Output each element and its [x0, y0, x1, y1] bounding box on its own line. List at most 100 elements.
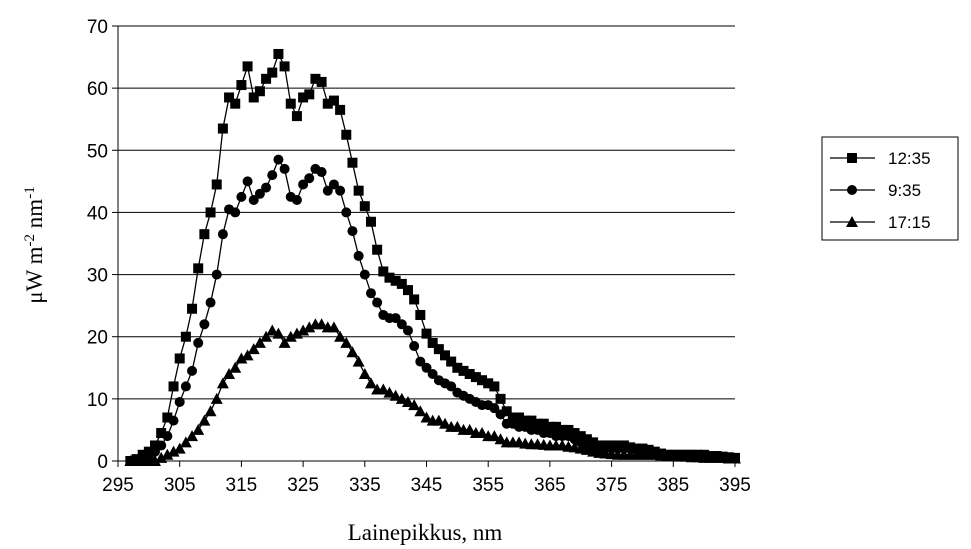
marker [358, 368, 371, 379]
marker [316, 76, 327, 87]
marker [494, 433, 507, 445]
y-label-part: nm [22, 199, 47, 234]
y-tick-label: 10 [87, 390, 108, 411]
marker [488, 430, 501, 442]
marker [192, 423, 205, 435]
marker [526, 415, 537, 426]
marker [334, 330, 347, 342]
legend-marker [847, 153, 857, 163]
marker [198, 414, 211, 426]
marker [520, 415, 531, 426]
x-tick-label: 395 [719, 475, 751, 496]
marker [279, 61, 290, 72]
marker [327, 321, 340, 333]
marker [440, 350, 451, 361]
marker [267, 67, 278, 78]
legend-label: 17:15 [888, 213, 931, 232]
marker [316, 167, 327, 178]
marker [347, 226, 358, 237]
marker [322, 98, 333, 109]
marker [168, 415, 179, 426]
marker [402, 325, 413, 336]
marker [290, 327, 303, 339]
marker [476, 427, 489, 439]
x-tick-label: 385 [657, 475, 689, 496]
marker [439, 417, 452, 429]
marker [254, 188, 265, 199]
marker [335, 185, 346, 196]
y-tick-label: 70 [87, 17, 108, 38]
marker [409, 294, 420, 305]
marker [365, 288, 376, 299]
marker [150, 446, 161, 457]
marker [507, 412, 518, 423]
marker [180, 381, 191, 392]
marker [421, 328, 432, 339]
marker [248, 195, 259, 205]
marker [489, 403, 500, 414]
marker [446, 381, 457, 392]
x-tick-label: 335 [349, 475, 381, 496]
marker [273, 154, 284, 165]
marker [575, 431, 586, 442]
marker [364, 377, 377, 389]
legend-label: 9:35 [888, 181, 921, 200]
marker [532, 418, 543, 429]
marker [346, 346, 359, 358]
marker [210, 392, 223, 404]
marker [236, 80, 247, 91]
marker [162, 412, 173, 423]
marker [247, 343, 260, 355]
marker [217, 229, 228, 240]
marker [224, 92, 235, 103]
marker [384, 272, 395, 283]
marker [230, 98, 241, 109]
marker [390, 313, 401, 324]
marker [291, 195, 302, 205]
marker [137, 449, 148, 460]
marker [304, 173, 315, 184]
marker [229, 361, 242, 373]
marker [372, 297, 383, 308]
marker [378, 266, 389, 277]
marker [353, 250, 364, 261]
y-axis-label: μW m-2 nm-1 [22, 186, 47, 303]
marker [199, 229, 210, 240]
y-tick-label: 50 [87, 141, 108, 162]
marker [236, 191, 247, 202]
marker [266, 324, 279, 336]
marker [352, 355, 365, 367]
marker [427, 369, 438, 379]
marker [464, 369, 475, 379]
marker [261, 73, 272, 84]
marker [242, 176, 253, 187]
marker [328, 179, 339, 190]
marker [180, 331, 191, 342]
marker [248, 92, 259, 103]
marker [149, 455, 162, 466]
marker [167, 445, 180, 457]
legend-marker [847, 185, 857, 195]
marker [489, 381, 500, 392]
marker [463, 423, 476, 435]
marker [260, 330, 273, 342]
marker [414, 405, 427, 417]
y-tick-label: 60 [87, 79, 108, 100]
y-label-sup: -2 [22, 234, 38, 247]
x-tick-label: 315 [226, 475, 258, 496]
marker [402, 285, 413, 296]
marker [557, 424, 568, 435]
marker [451, 420, 464, 432]
marker [150, 440, 161, 451]
marker [143, 446, 154, 457]
marker [514, 412, 525, 423]
marker [315, 318, 328, 330]
series-line [130, 52, 736, 462]
marker [544, 421, 555, 432]
marker [483, 378, 494, 389]
marker [432, 414, 445, 426]
marker [241, 349, 254, 361]
marker [353, 185, 364, 196]
marker [193, 337, 204, 348]
x-tick-label: 375 [596, 475, 628, 496]
